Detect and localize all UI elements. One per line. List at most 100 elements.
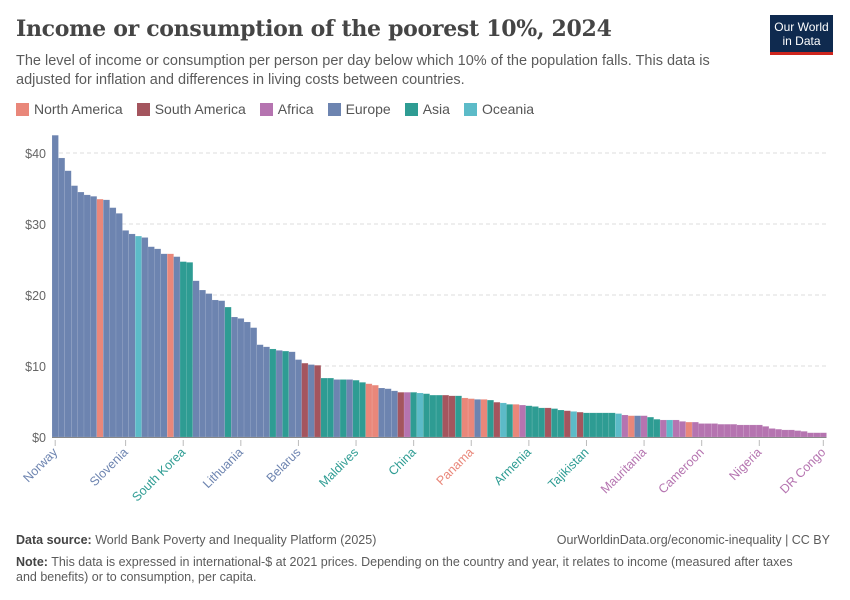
bar[interactable] bbox=[352, 380, 360, 438]
legend-item-oceania[interactable]: Oceania bbox=[463, 101, 534, 117]
bar[interactable] bbox=[807, 432, 814, 438]
bar[interactable] bbox=[711, 423, 718, 438]
bar[interactable] bbox=[64, 170, 72, 438]
bar[interactable] bbox=[595, 412, 603, 438]
bar[interactable] bbox=[531, 406, 539, 438]
owid-logo[interactable]: Our World in Data bbox=[770, 15, 833, 55]
bar[interactable] bbox=[339, 379, 347, 438]
bar[interactable] bbox=[58, 157, 66, 438]
bar[interactable] bbox=[487, 399, 494, 438]
bar[interactable] bbox=[634, 415, 642, 438]
bar[interactable] bbox=[333, 379, 341, 438]
bar[interactable] bbox=[602, 412, 610, 438]
bar[interactable] bbox=[135, 235, 142, 438]
bar[interactable] bbox=[461, 397, 469, 438]
bar[interactable] bbox=[570, 411, 578, 438]
bar[interactable] bbox=[794, 430, 802, 438]
bar[interactable] bbox=[538, 407, 546, 438]
bar[interactable] bbox=[154, 248, 162, 438]
bar[interactable] bbox=[749, 424, 757, 438]
bar[interactable] bbox=[371, 384, 379, 438]
bar[interactable] bbox=[282, 350, 290, 438]
bar[interactable] bbox=[717, 424, 725, 438]
bar[interactable] bbox=[608, 412, 616, 438]
bar[interactable] bbox=[583, 412, 590, 438]
bar[interactable] bbox=[359, 382, 366, 438]
bar[interactable] bbox=[51, 135, 59, 438]
bar[interactable] bbox=[698, 423, 706, 438]
bar[interactable] bbox=[672, 419, 680, 438]
bar[interactable] bbox=[730, 424, 738, 438]
bar[interactable] bbox=[525, 405, 533, 438]
bar[interactable] bbox=[90, 196, 98, 438]
bar[interactable] bbox=[237, 318, 245, 438]
bar[interactable] bbox=[173, 256, 181, 438]
bar[interactable] bbox=[186, 262, 194, 438]
bar[interactable] bbox=[384, 388, 392, 438]
bar[interactable] bbox=[141, 237, 149, 438]
bar[interactable] bbox=[640, 415, 648, 438]
bar[interactable] bbox=[691, 421, 699, 438]
bar[interactable] bbox=[787, 429, 795, 438]
bar[interactable] bbox=[499, 402, 507, 438]
bar[interactable] bbox=[378, 387, 386, 438]
bar[interactable] bbox=[775, 428, 782, 438]
bar[interactable] bbox=[77, 191, 85, 438]
bar[interactable] bbox=[653, 419, 661, 438]
bar[interactable] bbox=[397, 392, 405, 438]
bar[interactable] bbox=[365, 383, 373, 438]
bar[interactable] bbox=[211, 299, 219, 438]
bar[interactable] bbox=[122, 230, 130, 438]
bar[interactable] bbox=[192, 280, 200, 438]
bar[interactable] bbox=[563, 410, 571, 438]
bar[interactable] bbox=[224, 306, 232, 438]
legend-item-north-america[interactable]: North America bbox=[16, 101, 123, 117]
bar[interactable] bbox=[627, 415, 635, 438]
bar[interactable] bbox=[736, 424, 744, 438]
bar[interactable] bbox=[109, 207, 117, 438]
bar[interactable] bbox=[666, 419, 674, 438]
bar[interactable] bbox=[410, 392, 418, 438]
bar[interactable] bbox=[83, 194, 91, 438]
bar[interactable] bbox=[442, 394, 450, 438]
bar[interactable] bbox=[435, 394, 443, 438]
bar[interactable] bbox=[544, 407, 552, 438]
bar[interactable] bbox=[416, 392, 424, 438]
bar[interactable] bbox=[615, 413, 622, 438]
bar[interactable] bbox=[269, 348, 277, 438]
bar[interactable] bbox=[781, 429, 789, 438]
bar[interactable] bbox=[576, 411, 584, 438]
bar[interactable] bbox=[679, 421, 686, 438]
bar[interactable] bbox=[768, 428, 776, 438]
bar[interactable] bbox=[327, 377, 334, 438]
bar[interactable] bbox=[474, 399, 482, 438]
bar[interactable] bbox=[391, 390, 398, 438]
bar[interactable] bbox=[723, 424, 731, 438]
bar[interactable] bbox=[147, 246, 155, 438]
bar[interactable] bbox=[71, 185, 78, 438]
source-url[interactable]: OurWorldinData.org/economic-inequality |… bbox=[556, 533, 830, 547]
bar[interactable] bbox=[243, 321, 251, 438]
bar[interactable] bbox=[506, 404, 514, 438]
bar[interactable] bbox=[762, 426, 770, 438]
legend-item-africa[interactable]: Africa bbox=[259, 101, 314, 117]
bar[interactable] bbox=[813, 432, 821, 438]
bar[interactable] bbox=[115, 213, 123, 438]
bar[interactable] bbox=[621, 414, 629, 438]
bar[interactable] bbox=[455, 395, 462, 438]
bar[interactable] bbox=[589, 412, 597, 438]
bar[interactable] bbox=[429, 394, 437, 438]
bar[interactable] bbox=[551, 408, 558, 438]
bar[interactable] bbox=[423, 393, 430, 438]
bar[interactable] bbox=[128, 233, 136, 438]
bar[interactable] bbox=[179, 261, 187, 438]
legend-item-asia[interactable]: Asia bbox=[404, 101, 450, 117]
bar[interactable] bbox=[755, 424, 763, 438]
bar[interactable] bbox=[320, 377, 328, 438]
bar[interactable] bbox=[346, 379, 354, 438]
bar[interactable] bbox=[167, 253, 174, 438]
bar[interactable] bbox=[314, 365, 322, 438]
bar[interactable] bbox=[685, 421, 693, 438]
bar[interactable] bbox=[256, 344, 264, 438]
bar[interactable] bbox=[231, 316, 238, 438]
